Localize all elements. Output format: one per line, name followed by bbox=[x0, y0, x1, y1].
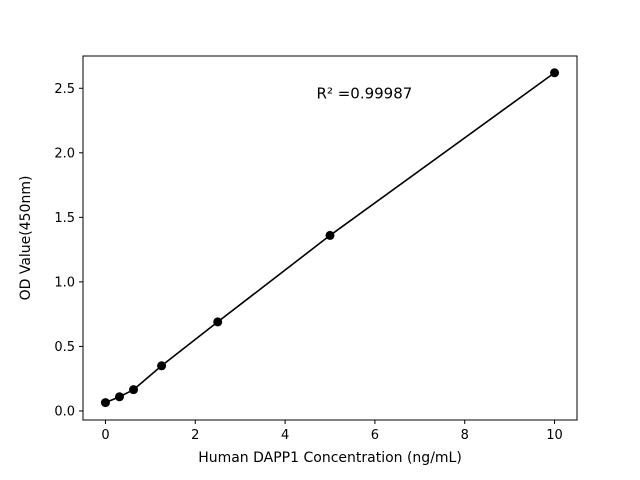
y-tick-label: 2.5 bbox=[54, 82, 75, 97]
plot-area bbox=[82, 55, 578, 421]
y-tick-label: 0.5 bbox=[54, 340, 75, 355]
y-tick-label: 1.0 bbox=[54, 275, 75, 290]
x-tick-label: 0 bbox=[101, 428, 109, 443]
data-point bbox=[100, 398, 110, 408]
y-tick-label: 1.5 bbox=[54, 211, 75, 226]
data-point bbox=[550, 68, 560, 78]
data-point bbox=[129, 385, 139, 395]
data-point bbox=[213, 317, 223, 327]
y-tick-label: 0.0 bbox=[54, 404, 75, 419]
r-squared-annotation: R² =0.99987 bbox=[317, 85, 413, 103]
x-tick-label: 4 bbox=[281, 428, 289, 443]
x-tick-label: 2 bbox=[191, 428, 199, 443]
y-tick-label: 2.0 bbox=[54, 146, 75, 161]
x-tick-label: 6 bbox=[371, 428, 379, 443]
x-tick-label: 8 bbox=[461, 428, 469, 443]
y-axis-label: OD Value(450nm) bbox=[18, 176, 34, 301]
data-point bbox=[114, 392, 124, 402]
data-point bbox=[325, 230, 335, 240]
data-point bbox=[157, 361, 167, 371]
x-tick-label: 10 bbox=[546, 428, 563, 443]
x-axis-label: Human DAPP1 Concentration (ng/mL) bbox=[198, 450, 462, 466]
